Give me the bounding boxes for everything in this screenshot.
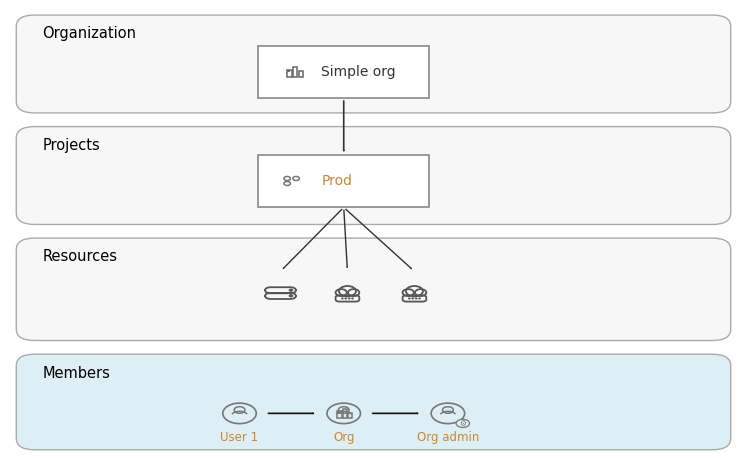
Text: Prod: Prod bbox=[321, 174, 353, 188]
Bar bbox=[343, 409, 347, 418]
Circle shape bbox=[456, 419, 470, 427]
Circle shape bbox=[289, 289, 293, 291]
FancyBboxPatch shape bbox=[16, 15, 731, 113]
Circle shape bbox=[289, 294, 293, 297]
Bar bbox=[258, 155, 430, 207]
Text: Org: Org bbox=[333, 431, 355, 444]
Text: ⚙: ⚙ bbox=[459, 419, 466, 428]
Text: Projects: Projects bbox=[43, 138, 100, 153]
FancyBboxPatch shape bbox=[16, 354, 731, 450]
Circle shape bbox=[418, 298, 421, 299]
Bar bbox=[299, 71, 303, 77]
Bar bbox=[338, 412, 340, 413]
Bar bbox=[338, 411, 341, 418]
Circle shape bbox=[341, 298, 344, 299]
Text: Simple org: Simple org bbox=[321, 65, 396, 79]
Circle shape bbox=[351, 298, 353, 299]
Bar bbox=[293, 67, 297, 77]
Bar bbox=[403, 290, 426, 296]
Circle shape bbox=[408, 298, 410, 299]
Bar bbox=[258, 46, 430, 98]
Bar bbox=[287, 70, 291, 77]
Bar bbox=[336, 290, 359, 296]
FancyBboxPatch shape bbox=[16, 238, 731, 341]
Circle shape bbox=[415, 298, 418, 299]
Circle shape bbox=[412, 298, 414, 299]
Text: Resources: Resources bbox=[43, 250, 117, 264]
Circle shape bbox=[348, 298, 350, 299]
Circle shape bbox=[344, 298, 347, 299]
Text: Organization: Organization bbox=[43, 27, 136, 41]
Text: User 1: User 1 bbox=[220, 431, 258, 444]
Text: Members: Members bbox=[43, 365, 111, 381]
Bar bbox=[348, 413, 353, 418]
FancyBboxPatch shape bbox=[16, 126, 731, 224]
Text: Org admin: Org admin bbox=[417, 431, 479, 444]
Bar bbox=[288, 70, 289, 71]
